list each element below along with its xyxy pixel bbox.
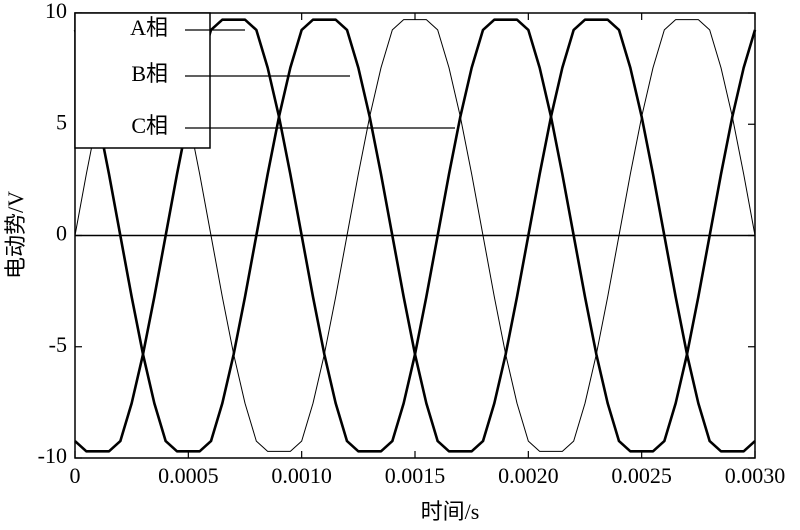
x-axis-label: 时间/s	[421, 499, 480, 524]
x-tick-label: 0.0025	[611, 463, 672, 488]
legend-label: A相	[130, 15, 168, 40]
legend-box	[74, 12, 211, 149]
y-tick-label: 0	[56, 221, 67, 246]
y-tick-label: 10	[45, 0, 67, 23]
y-tick-label: -10	[38, 443, 67, 468]
x-tick-label: 0.0010	[271, 463, 332, 488]
y-tick-label: -5	[49, 332, 67, 357]
legend-label: B相	[131, 61, 168, 86]
y-tick-label: 5	[56, 109, 67, 134]
legend-label: C相	[131, 113, 168, 138]
x-tick-label: 0	[70, 463, 81, 488]
x-tick-label: 0.0020	[498, 463, 559, 488]
y-axis-label: 电动势/V	[3, 191, 28, 279]
x-tick-label: 0.0005	[158, 463, 219, 488]
plot-frame	[74, 12, 756, 459]
x-tick-label: 0.0015	[385, 463, 446, 488]
x-tick-label: 0.0030	[725, 463, 786, 488]
